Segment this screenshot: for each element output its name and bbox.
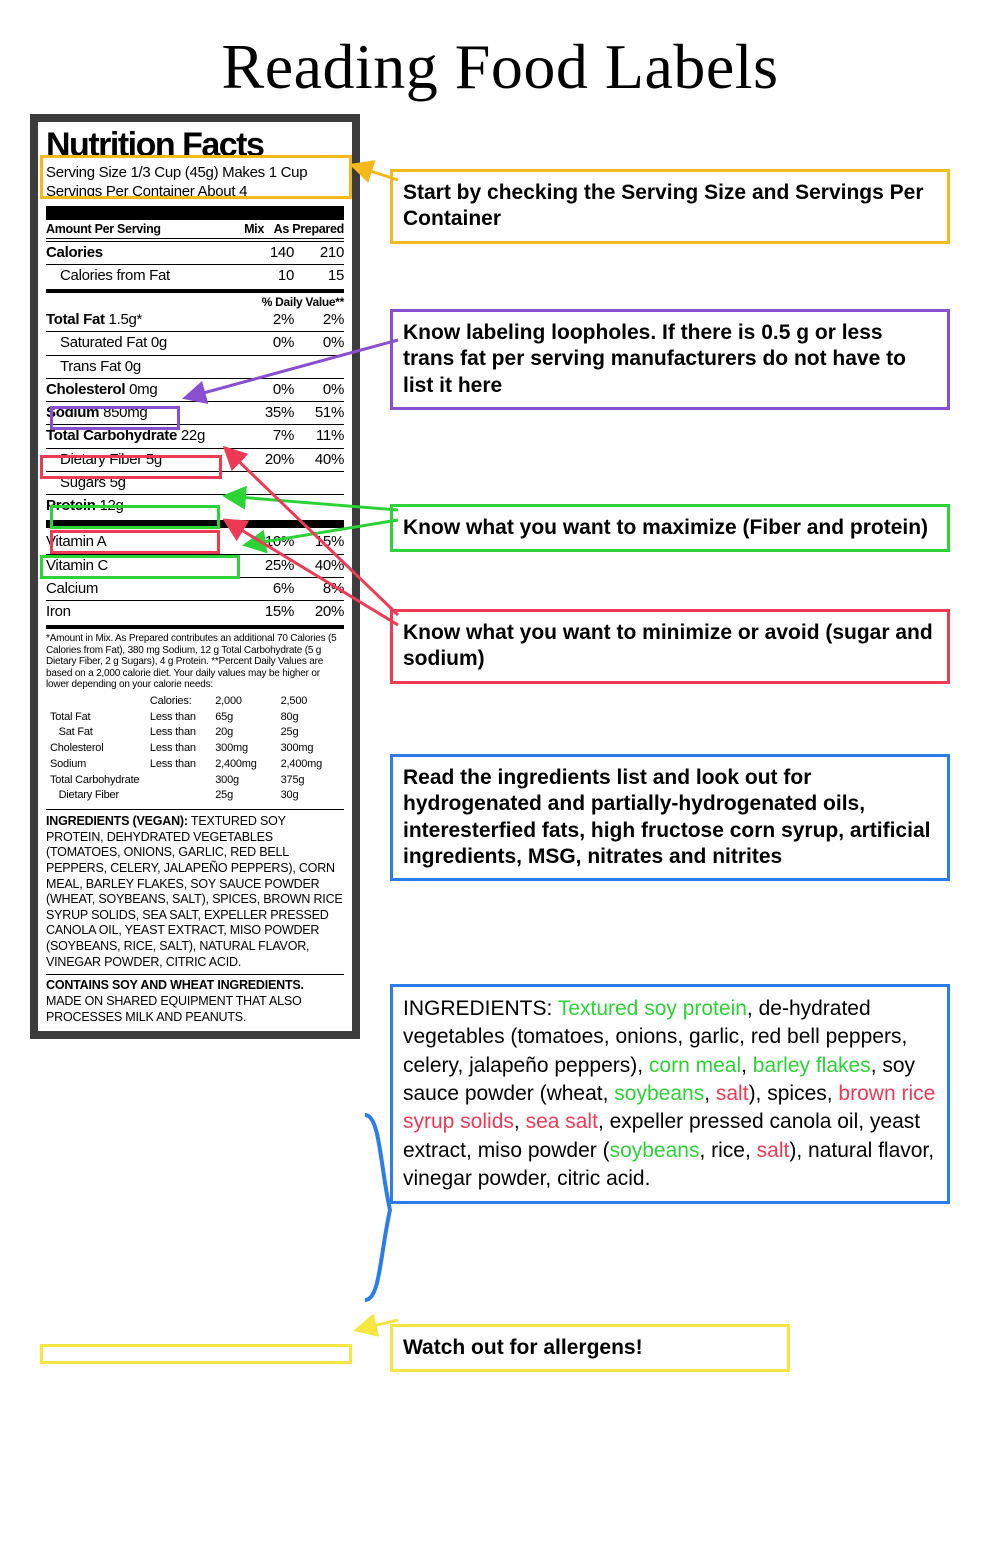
daily-value-hdr: % Daily Value** (46, 295, 344, 309)
calories-mix: 140 (244, 243, 294, 263)
row-chol: Cholesterol 0mg0%0% (46, 378, 344, 401)
calories-label: Calories (46, 244, 103, 261)
row-vit_c: Vitamin C25%40% (46, 554, 344, 577)
footnotes: *Amount in Mix. As Prepared contributes … (46, 633, 344, 691)
col-prepared: As Prepared (264, 222, 344, 236)
callout-minimize: Know what you want to minimize or avoid … (390, 609, 950, 684)
callout-ingredients: Read the ingredients list and look out f… (390, 754, 950, 881)
serving-size: Serving Size 1/3 Cup (45g) Makes 1 Cup (46, 164, 344, 183)
allergens-heading: CONTAINS SOY AND WHEAT INGREDIENTS. (46, 978, 344, 994)
row-carb: Total Carbohydrate 22g7%11% (46, 424, 344, 447)
callout-serving: Start by checking the Serving Size and S… (390, 169, 950, 244)
row-calcium: Calcium6%8% (46, 577, 344, 600)
calories-from-fat-label: Calories from Fat (46, 266, 244, 286)
ingredients-body: TEXTURED SOY PROTEIN, DEHYDRATED VEGETAB… (46, 814, 343, 969)
row-fiber: Dietary Fiber 5g20%40% (46, 448, 344, 471)
nutrition-facts-heading: Nutrition Facts (46, 128, 344, 162)
callouts-column: Start by checking the Serving Size and S… (390, 114, 970, 1514)
row-total_fat: Total Fat 1.5g*2%2% (46, 309, 344, 331)
row-trans_fat: Trans Fat 0g (46, 355, 344, 378)
row-iron: Iron15%20% (46, 600, 344, 623)
row-vit_a: Vitamin A10%15% (46, 531, 344, 553)
callout-allergens: Watch out for allergens! (390, 1324, 790, 1372)
page-title: Reading Food Labels (30, 30, 970, 104)
nutrient-rows: Total Fat 1.5g*2%2%Saturated Fat 0g0%0%T… (46, 309, 344, 517)
row-sugars: Sugars 5g (46, 471, 344, 494)
calories-from-fat-mix: 10 (244, 266, 294, 286)
ingredients-heading: INGREDIENTS (VEGAN): (46, 814, 188, 828)
row-protein: Protein 12g (46, 494, 344, 517)
row-sodium: Sodium 850mg35%51% (46, 401, 344, 424)
col-mix: Mix (220, 222, 264, 236)
amount-per-serving-hdr: Amount Per Serving (46, 222, 220, 236)
callout-maximize: Know what you want to maximize (Fiber an… (390, 504, 950, 552)
nutrition-label: Nutrition Facts Serving Size 1/3 Cup (45… (30, 114, 360, 1039)
callout-loopholes: Know labeling loopholes. If there is 0.5… (390, 309, 950, 410)
calories-prep: 210 (294, 243, 344, 263)
vitamin-rows: Vitamin A10%15%Vitamin C25%40%Calcium6%8… (46, 531, 344, 623)
reference-daily-table: Calories:2,0002,500Total FatLess than65g… (46, 693, 344, 805)
allergens-body: MADE ON SHARED EQUIPMENT THAT ALSO PROCE… (46, 994, 344, 1025)
servings-per-container: Servings Per Container About 4 (46, 183, 344, 202)
calories-from-fat-prep: 15 (294, 266, 344, 286)
ingredients-colored: INGREDIENTS: Textured soy protein, de-hy… (390, 984, 950, 1204)
row-sat_fat: Saturated Fat 0g0%0% (46, 331, 344, 354)
hl-allergen (40, 1344, 352, 1364)
